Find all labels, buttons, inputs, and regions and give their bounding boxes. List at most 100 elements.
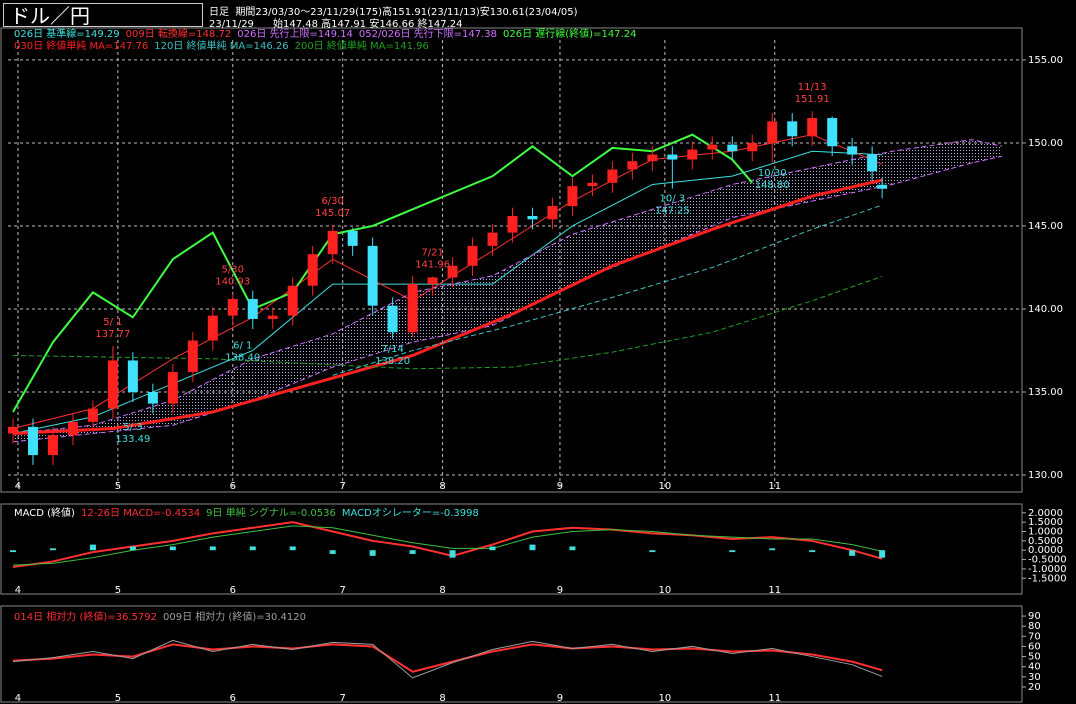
y-tick-label: 30 (1028, 672, 1041, 683)
y-tick-label: 1.0000 (1028, 527, 1063, 538)
y-tick-label: 0.0000 (1028, 545, 1063, 556)
x-tick-label: 5 (115, 585, 121, 596)
annotation-value: 141.96 (415, 259, 450, 270)
candle-body (187, 340, 198, 373)
histogram-bar (729, 550, 736, 553)
candle-body (327, 230, 338, 255)
y-tick-label: 80 (1028, 621, 1041, 632)
candle-body (107, 360, 118, 409)
legend-entry: 200日 終値単純 MA=141.96 (294, 41, 429, 52)
candle-body (687, 149, 698, 160)
histogram-bar (769, 548, 776, 551)
candle-body (767, 121, 778, 143)
candle-body (877, 184, 888, 189)
annotation-date: 5/ 1 (103, 317, 122, 328)
y-tick-label: 20 (1028, 682, 1041, 693)
candle-body (127, 360, 138, 392)
histogram-bar (89, 544, 96, 551)
annotation-date: 11/13 (798, 82, 827, 93)
candle-body (67, 421, 78, 436)
series-line (12, 643, 883, 673)
x-tick-label: 9 (557, 693, 563, 704)
y-tick-label: 145.00 (1028, 221, 1063, 232)
annotation-date: 5/ 3 (123, 422, 142, 433)
y-tick-label: 1.5000 (1028, 517, 1063, 528)
candle-body (247, 299, 258, 319)
annotation-date: 7/21 (421, 247, 443, 258)
histogram-bar (209, 546, 216, 551)
legend-entry: 120日 終値単純 MA=146.26 (154, 41, 289, 52)
y-tick-label: 130.00 (1028, 470, 1063, 481)
series-line (12, 133, 754, 413)
annotation-date: 6/ 1 (233, 341, 252, 352)
legend: MACD (終値) 12-26日 MACD=-0.4534 9日 単純 シグナル=-… (14, 508, 485, 520)
candle-body (827, 118, 838, 147)
candle-body (527, 216, 538, 220)
legend-entry: 052/026日 先行下限=147.38 (358, 29, 498, 40)
series-line (12, 178, 883, 436)
histogram-bar (489, 546, 496, 551)
annotation-date: 7/14 (381, 344, 403, 355)
series-line (12, 134, 883, 430)
y-tick-label: 70 (1028, 631, 1041, 642)
annotation-value: 137.77 (95, 329, 130, 340)
cloud (12, 139, 1003, 442)
candle-body (47, 435, 58, 456)
histogram-bar (9, 550, 16, 553)
y-tick-label: 0.5000 (1028, 536, 1063, 547)
annotation-date: 10/30 (758, 168, 787, 179)
series-line (12, 525, 883, 566)
histogram-bar (289, 546, 296, 551)
annotation-date: 5/30 (222, 265, 244, 276)
annotation-value: 138.20 (375, 356, 410, 367)
annotation-value: 151.91 (795, 94, 830, 105)
x-tick-label: 8 (439, 693, 445, 704)
timeframe: 日足 期間23/03/30～23/11/29(175)高151.91(23/11… (209, 3, 577, 18)
x-tick-label: 7 (339, 585, 345, 596)
x-tick-label: 10 (658, 585, 671, 596)
y-tick-label: 140.00 (1028, 304, 1063, 315)
timeframe-label: 日足 (209, 7, 229, 18)
candle-body (567, 186, 578, 207)
y-tick-label: 155.00 (1028, 55, 1063, 66)
histogram-bar (49, 548, 56, 551)
histogram-bar (569, 546, 576, 551)
x-tick-label: 11 (768, 585, 781, 596)
annotation-value: 140.93 (215, 277, 250, 288)
x-tick-label: 5 (115, 693, 121, 704)
legend-entry: 014日 相対力 (終値)=36.5792 (14, 612, 157, 623)
candle-body (587, 182, 598, 187)
legend-entry: 026日 基準線=149.29 (14, 29, 120, 40)
last-bar: 23/11/29 始147.48 高147.91 安146.66 終147.24 (209, 19, 463, 30)
x-tick-label: 8 (439, 585, 445, 596)
candle-body (207, 315, 218, 341)
histogram-bar (649, 550, 656, 553)
legend-entry: 009日 相対力 (終値)=30.4120 (162, 612, 306, 623)
candle-body (427, 277, 438, 285)
candle-body (547, 206, 558, 220)
annotation-value: 133.49 (115, 434, 150, 445)
legend-entry: 030日 終値単純 MA=147.76 (14, 41, 149, 52)
candle-body (467, 245, 478, 266)
histogram-bar (369, 550, 376, 556)
annotation-value: 145.07 (315, 208, 350, 219)
legend-entry: 009日 転換線=148.72 (125, 29, 232, 40)
candle-body (667, 154, 678, 160)
candle-body (407, 284, 418, 333)
candle-body (487, 232, 498, 246)
x-tick-label: 6 (230, 693, 236, 704)
histogram-bar (449, 550, 456, 558)
legend-entry: 12-26日 MACD=-0.4534 (80, 508, 201, 519)
candle-body (227, 299, 238, 316)
candle-body (447, 265, 458, 278)
y-tick-label: 150.00 (1028, 138, 1063, 149)
y-tick-label: 40 (1028, 662, 1041, 673)
candle-body (607, 169, 618, 183)
histogram-bar (249, 546, 256, 551)
histogram-bar (329, 550, 336, 554)
panel-title: MACD (終値) (14, 508, 75, 519)
panel-frame (0, 27, 1023, 493)
histogram-bar (409, 550, 416, 554)
